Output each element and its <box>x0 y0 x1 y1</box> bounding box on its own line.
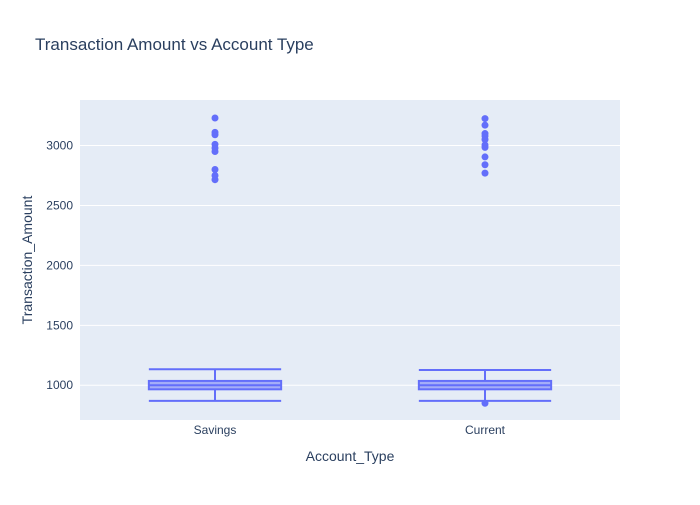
outlier-point <box>211 166 219 174</box>
outlier-point <box>481 161 489 169</box>
y-tick-label: 3000 <box>46 139 73 153</box>
outlier-point <box>211 172 219 180</box>
x-tick-label: Current <box>465 423 506 437</box>
outlier-point <box>481 121 489 129</box>
y-tick-label: 1500 <box>46 318 73 332</box>
outlier-point <box>211 114 219 122</box>
outlier-point <box>481 399 489 407</box>
y-tick-label: 1000 <box>46 378 73 392</box>
outlier-point <box>481 115 489 123</box>
y-axis-ticks: 1000 1500 2000 2500 3000 <box>46 139 73 393</box>
outlier-point <box>481 130 489 138</box>
outlier-point <box>481 153 489 161</box>
y-tick-label: 2000 <box>46 258 73 272</box>
outlier-point <box>481 169 489 177</box>
outliers <box>211 114 489 407</box>
x-axis-label: Account_Type <box>306 448 395 464</box>
outlier-point <box>211 128 219 136</box>
x-axis-ticks: Savings Current <box>194 423 506 437</box>
boxes <box>147 368 553 402</box>
plot-background <box>80 100 620 420</box>
y-tick-label: 2500 <box>46 198 73 212</box>
box-current <box>417 369 553 402</box>
box-savings <box>147 368 283 402</box>
outlier-point <box>211 140 219 148</box>
chart-title: Transaction Amount vs Account Type <box>35 35 314 54</box>
outlier-point <box>481 141 489 149</box>
y-axis-label: Transaction_Amount <box>19 196 35 325</box>
x-tick-label: Savings <box>194 423 237 437</box>
